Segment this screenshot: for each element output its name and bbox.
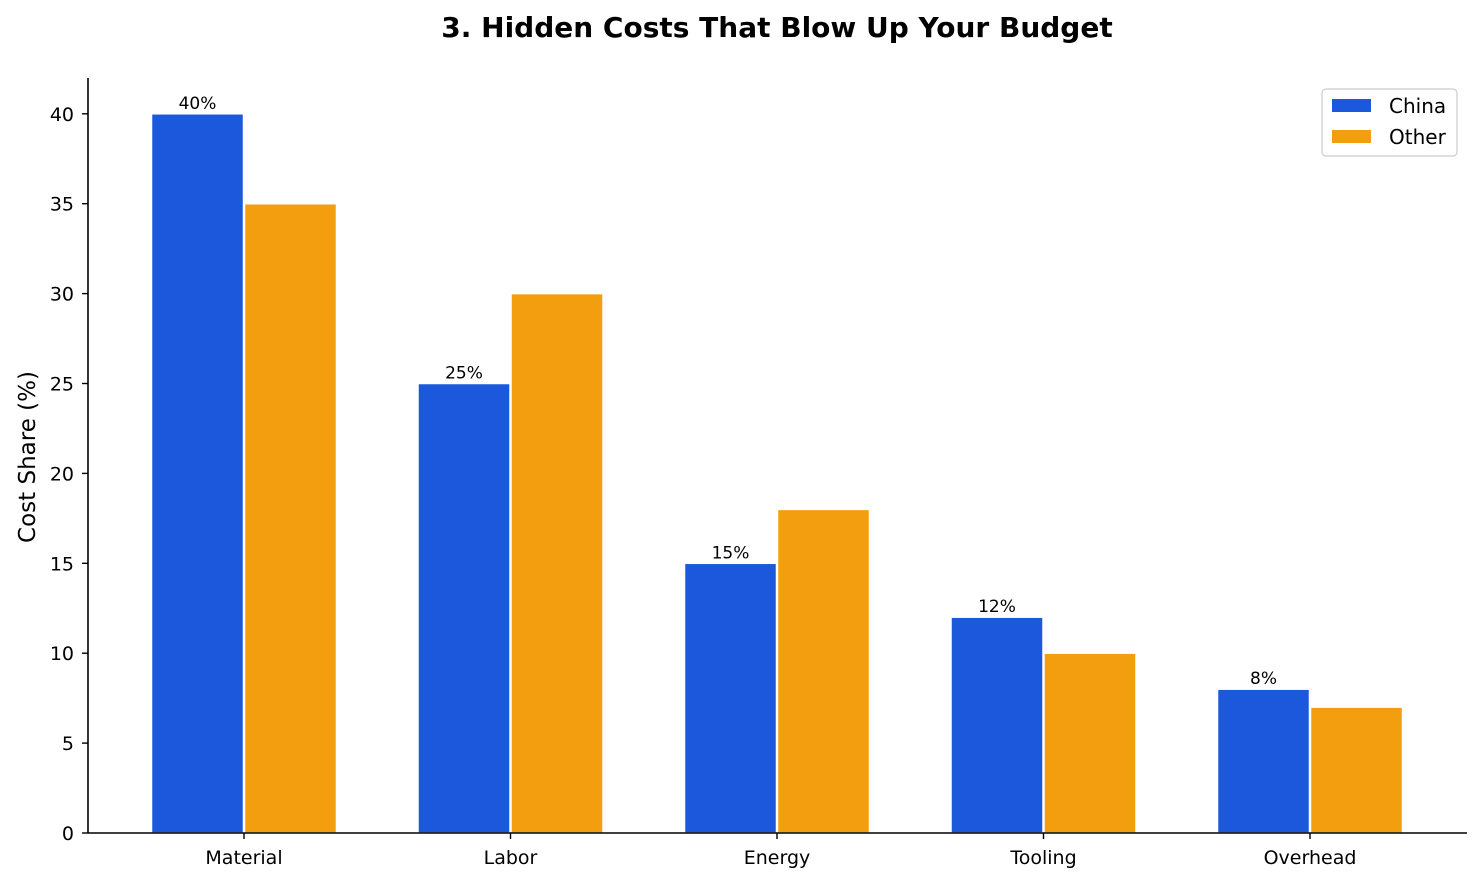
- legend-label-other: Other: [1389, 125, 1447, 149]
- legend-swatch-other: [1332, 130, 1371, 143]
- y-ticks-layer: 0 5 10 15 20 25 30 35 40: [50, 104, 88, 845]
- y-tick-label: 40: [50, 104, 74, 126]
- x-tick-label: Energy: [744, 847, 811, 869]
- y-tick-label: 10: [50, 643, 74, 665]
- x-tick-label: Material: [205, 847, 282, 869]
- y-tick-label: 0: [62, 823, 74, 845]
- bar-china-labor: [417, 382, 511, 834]
- bar-other-labor: [510, 292, 604, 834]
- value-label-china-overhead: 8%: [1250, 669, 1277, 689]
- chart-title: 3. Hidden Costs That Blow Up Your Budget: [441, 11, 1112, 44]
- legend-label-china: China: [1389, 94, 1446, 118]
- value-label-china-labor: 25%: [445, 364, 483, 384]
- y-tick-label: 25: [50, 374, 74, 396]
- y-tick-label: 20: [50, 463, 74, 485]
- bar-china-energy: [683, 562, 778, 834]
- value-labels-layer: 40% 25% 15% 12% 8%: [179, 94, 1277, 689]
- x-tick-label: Labor: [484, 847, 538, 869]
- bars-layer: [150, 113, 1404, 834]
- bar-other-overhead: [1309, 706, 1404, 834]
- bar-other-tooling: [1043, 652, 1137, 834]
- value-label-china-material: 40%: [179, 94, 217, 114]
- y-tick-label: 5: [62, 733, 74, 755]
- y-tick-label: 15: [50, 553, 74, 575]
- value-label-china-tooling: 12%: [978, 597, 1016, 617]
- legend: China Other: [1321, 88, 1458, 157]
- x-tick-label: Overhead: [1264, 847, 1357, 869]
- y-tick-label: 35: [50, 194, 74, 216]
- x-ticks-layer: Material Labor Energy Tooling Overhead: [205, 833, 1356, 869]
- bar-china-overhead: [1216, 688, 1311, 834]
- bar-china-tooling: [950, 616, 1044, 834]
- bar-other-material: [243, 202, 338, 834]
- bar-other-energy: [776, 508, 871, 834]
- value-label-china-energy: 15%: [712, 543, 750, 563]
- y-tick-label: 30: [50, 284, 74, 306]
- legend-swatch-china: [1332, 99, 1371, 112]
- x-tick-label: Tooling: [1009, 847, 1076, 869]
- bar-china-material: [150, 113, 245, 834]
- y-axis-label: Cost Share (%): [15, 371, 41, 543]
